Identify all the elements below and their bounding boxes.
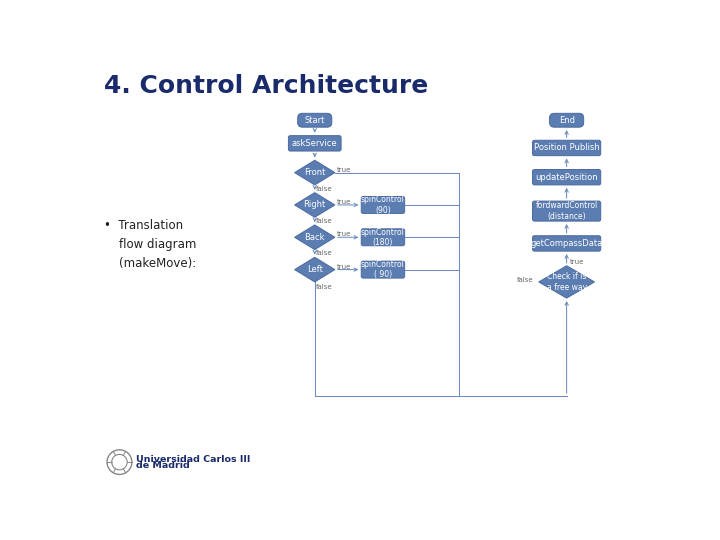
FancyBboxPatch shape [549,113,584,127]
Text: spinControl
( 90): spinControl ( 90) [361,260,405,279]
Text: false: false [316,218,333,224]
Text: •  Translation
    flow diagram
    (makeMove):: • Translation flow diagram (makeMove): [104,219,197,270]
Text: updatePosition: updatePosition [535,173,598,182]
Text: Position Publish: Position Publish [534,144,600,152]
Text: askService: askService [292,139,338,148]
Polygon shape [294,225,335,249]
Text: true: true [336,264,351,269]
Text: spinControl
(180): spinControl (180) [361,227,405,247]
Polygon shape [539,266,595,298]
FancyBboxPatch shape [289,136,341,151]
FancyBboxPatch shape [361,261,405,278]
FancyBboxPatch shape [361,197,405,213]
Text: false: false [316,251,333,256]
Text: End: End [559,116,575,125]
Text: fordwardControl
(distance): fordwardControl (distance) [536,201,598,221]
Text: Right: Right [304,200,326,210]
Text: false: false [517,276,534,282]
FancyBboxPatch shape [533,236,600,251]
Text: true: true [336,231,351,237]
Text: Start: Start [305,116,325,125]
Polygon shape [294,160,335,185]
FancyBboxPatch shape [297,113,332,127]
Polygon shape [294,193,335,217]
Text: Check if is
a free way: Check if is a free way [546,272,587,292]
Text: spinControl
(90): spinControl (90) [361,195,405,214]
Text: getCompassData: getCompassData [531,239,603,248]
Text: false: false [316,186,333,192]
Text: Back: Back [305,233,325,242]
FancyBboxPatch shape [533,140,600,156]
Text: Front: Front [304,168,325,177]
Text: Left: Left [307,265,323,274]
FancyBboxPatch shape [533,201,600,221]
Text: false: false [316,284,333,289]
FancyBboxPatch shape [533,170,600,185]
FancyBboxPatch shape [361,229,405,246]
Text: true: true [570,259,584,265]
Text: Universidad Carlos III: Universidad Carlos III [137,455,251,463]
Polygon shape [294,257,335,282]
Text: true: true [336,166,351,172]
Text: 4. Control Architecture: 4. Control Architecture [104,74,428,98]
Text: de Madrid: de Madrid [137,462,190,470]
Text: true: true [336,199,351,205]
